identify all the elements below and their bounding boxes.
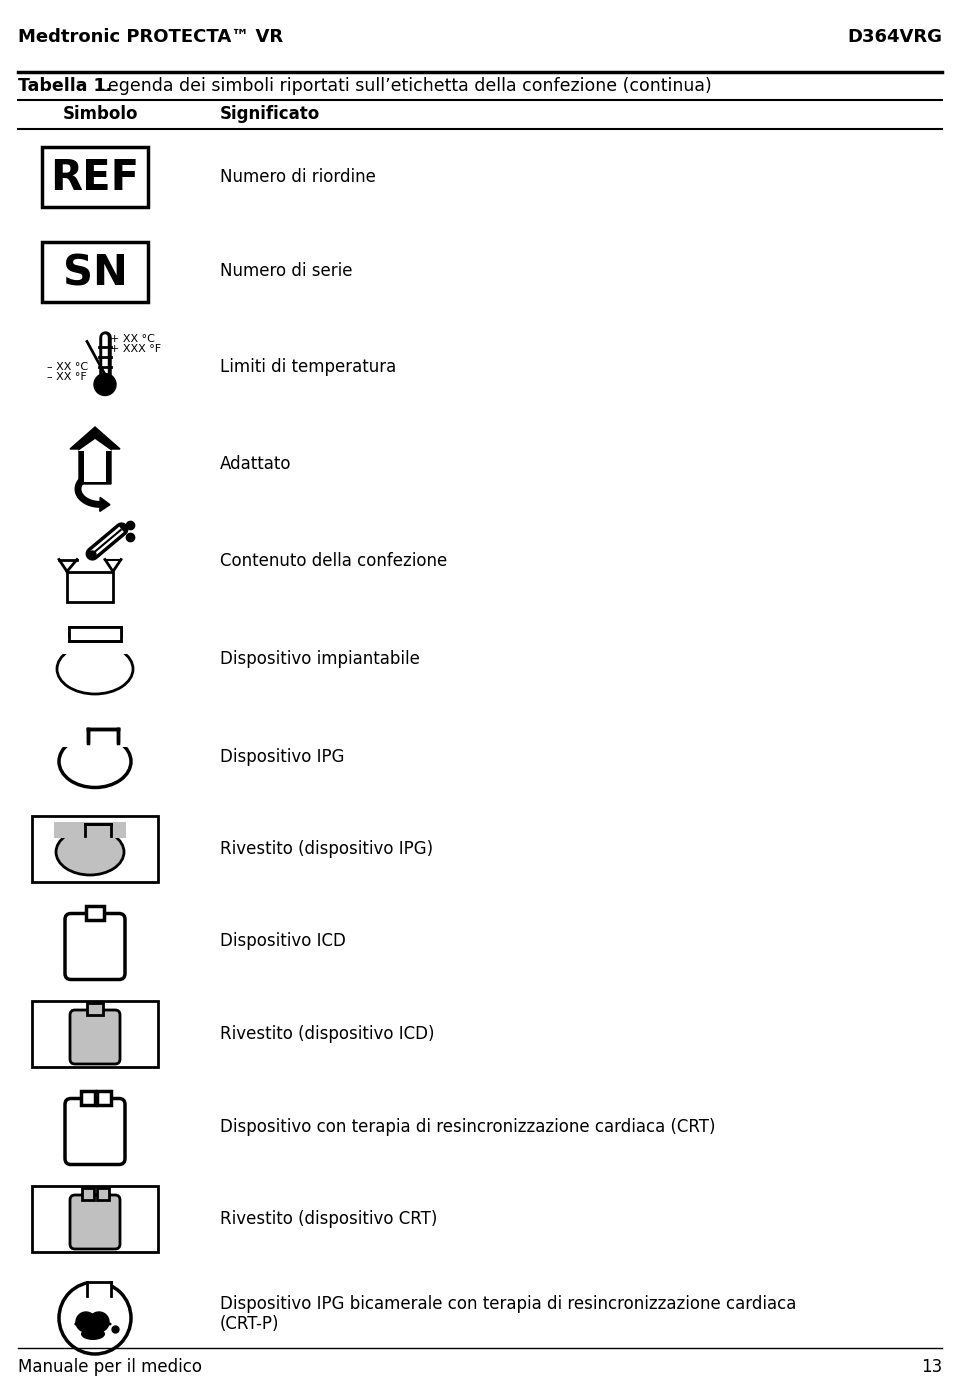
Text: Contenuto della confezione: Contenuto della confezione [220,553,447,571]
Text: Dispositivo IPG bicamerale con terapia di resincronizzazione cardiaca
(CRT-P): Dispositivo IPG bicamerale con terapia d… [220,1295,797,1333]
Text: REF: REF [51,158,139,199]
Bar [82,1189,94,1203]
FancyBboxPatch shape [65,914,125,980]
Bar [69,627,121,641]
Text: Rivestito (dispositivo ICD): Rivestito (dispositivo ICD) [220,1025,435,1043]
FancyBboxPatch shape [65,1099,125,1165]
Circle shape [76,1312,96,1331]
Bar [67,571,113,602]
Text: Adattato: Adattato [220,455,292,473]
Text: Rivestito (dispositivo CRT): Rivestito (dispositivo CRT) [220,1210,438,1228]
Polygon shape [70,427,120,484]
Text: Numero di riordine: Numero di riordine [220,168,376,185]
Bar [97,1091,111,1105]
Circle shape [89,1312,109,1331]
Ellipse shape [81,1329,105,1340]
Bar [69,627,121,641]
Bar [32,816,158,882]
Bar [87,1002,103,1015]
Bar [57,727,133,746]
Text: Significato: Significato [220,105,321,123]
Text: Manuale per il medico: Manuale per il medico [18,1358,202,1376]
Bar [42,241,148,301]
Text: D364VRG: D364VRG [847,28,942,46]
Bar [32,1186,158,1252]
Bar [54,822,126,839]
Bar [82,1189,94,1200]
Ellipse shape [56,829,124,875]
Bar [42,147,148,206]
Text: – XX °C: – XX °C [47,361,88,371]
Bar [81,1091,95,1109]
Bar [97,1189,109,1203]
Text: Tabella 1.: Tabella 1. [18,77,112,95]
Text: + XX °C: + XX °C [110,335,155,344]
Text: Dispositivo con terapia di resincronizzazione cardiaca (CRT): Dispositivo con terapia di resincronizza… [220,1117,715,1135]
FancyBboxPatch shape [70,1009,120,1064]
Text: – XX °F: – XX °F [47,371,86,381]
Bar [86,1317,99,1330]
Ellipse shape [57,644,133,694]
Bar [97,1091,111,1109]
Text: Simbolo: Simbolo [62,105,137,123]
Bar [88,728,118,742]
Bar [85,825,111,836]
Bar [87,1280,111,1298]
Ellipse shape [59,735,131,787]
Bar [87,1002,103,1018]
Text: Numero di serie: Numero di serie [220,263,352,280]
Bar [81,1091,95,1105]
Polygon shape [100,497,110,511]
Bar [55,638,135,654]
Circle shape [94,374,116,395]
Text: + XXX °F: + XXX °F [110,343,161,353]
Text: Legenda dei simboli riportati sull’etichetta della confezione (continua): Legenda dei simboli riportati sull’etich… [93,77,711,95]
Text: Rivestito (dispositivo IPG): Rivestito (dispositivo IPG) [220,840,433,858]
Text: SN: SN [62,252,128,294]
Bar [32,1001,158,1067]
Text: Dispositivo impiantabile: Dispositivo impiantabile [220,650,420,668]
Text: Dispositivo IPG: Dispositivo IPG [220,748,345,766]
Bar [97,1189,109,1200]
Bar [86,906,104,920]
Text: Dispositivo ICD: Dispositivo ICD [220,932,346,951]
Polygon shape [78,440,112,482]
Text: Limiti di temperatura: Limiti di temperatura [220,357,396,375]
Text: Medtronic PROTECTA™ VR: Medtronic PROTECTA™ VR [18,28,283,46]
Bar [86,906,104,924]
Text: 13: 13 [921,1358,942,1376]
FancyBboxPatch shape [70,1196,120,1249]
Circle shape [59,1282,131,1354]
